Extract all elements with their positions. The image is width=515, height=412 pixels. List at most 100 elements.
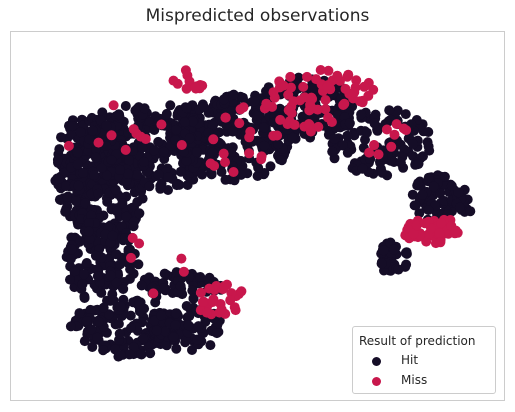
miss-point	[340, 83, 351, 94]
chart-title: Mispredicted observations	[145, 6, 370, 26]
miss-point	[343, 69, 354, 80]
hit-point	[65, 254, 76, 264]
miss-point	[176, 140, 187, 150]
hit-point	[117, 198, 128, 209]
hit-point	[171, 180, 182, 191]
hit-point	[81, 316, 92, 326]
hit-point	[113, 270, 124, 280]
miss-point	[269, 92, 280, 103]
hit-point	[413, 178, 424, 189]
hit-point	[66, 232, 77, 243]
hit-point	[274, 103, 285, 114]
hit-point	[62, 192, 73, 203]
hit-point	[417, 189, 428, 200]
hit-point	[428, 181, 439, 192]
hit-point	[384, 105, 395, 116]
hit-point	[120, 233, 130, 244]
hit-point	[410, 200, 421, 211]
miss-point	[93, 137, 104, 148]
hit-point	[376, 258, 387, 269]
hit-point	[342, 147, 353, 158]
hit-point	[446, 180, 457, 191]
miss-point	[140, 134, 151, 144]
hit-point	[228, 89, 239, 100]
hit-point	[195, 272, 206, 282]
hit-point	[423, 141, 434, 152]
hit-point	[115, 301, 126, 312]
miss-point	[148, 288, 159, 299]
hit-point	[54, 144, 65, 155]
hit-point	[52, 154, 63, 165]
miss-point	[261, 98, 272, 109]
miss-point	[320, 104, 331, 115]
hit-point	[252, 171, 263, 181]
hit-point	[184, 133, 195, 144]
hit-point	[193, 321, 204, 332]
hit-point	[168, 332, 179, 342]
miss-point	[181, 83, 192, 94]
hit-point	[108, 295, 119, 306]
hit-point	[327, 146, 338, 157]
miss-point	[238, 102, 249, 113]
miss-point	[338, 100, 349, 110]
hit-point	[171, 124, 182, 135]
hit-point	[439, 196, 450, 206]
hit-point	[125, 264, 136, 275]
hit-point	[61, 181, 71, 192]
hit-point	[171, 308, 182, 319]
hit-point	[308, 83, 319, 94]
miss-point	[285, 71, 296, 82]
hit-point	[170, 320, 181, 331]
hit-point	[192, 334, 203, 345]
hit-point	[93, 188, 104, 199]
hit-point	[130, 105, 141, 116]
hit-point	[136, 280, 147, 291]
hit-point	[83, 226, 94, 237]
miss-point	[364, 147, 375, 158]
hit-point	[465, 206, 476, 217]
hit-point	[84, 134, 95, 145]
hit-point	[337, 140, 348, 151]
hit-point	[207, 147, 218, 158]
legend-marker-miss	[372, 377, 381, 386]
hit-point	[74, 308, 85, 319]
miss-point	[373, 149, 384, 160]
hit-point	[454, 202, 465, 213]
hit-point	[161, 108, 172, 119]
miss-point	[369, 140, 380, 150]
miss-point	[275, 114, 286, 125]
hit-point	[160, 326, 170, 337]
hit-point	[111, 249, 122, 260]
hit-point	[249, 96, 260, 107]
legend-entry-miss: Miss	[372, 373, 427, 387]
hit-point	[79, 269, 89, 280]
hit-point	[118, 284, 129, 294]
miss-point	[229, 302, 240, 313]
hit-point	[258, 122, 269, 133]
hit-point	[107, 230, 118, 241]
hit-point	[98, 302, 109, 313]
miss-point	[435, 237, 446, 248]
hit-point	[115, 350, 126, 361]
hit-point	[67, 121, 78, 132]
hit-point	[83, 146, 94, 156]
hit-point	[408, 139, 419, 149]
hit-point	[75, 127, 86, 138]
hit-point	[80, 198, 91, 209]
hit-point	[400, 109, 411, 120]
hit-point	[77, 279, 88, 290]
miss-point	[313, 121, 324, 132]
miss-point	[208, 134, 219, 145]
miss-point	[216, 304, 227, 315]
hit-point	[395, 157, 406, 168]
hit-point	[158, 146, 169, 157]
hit-point	[158, 283, 169, 294]
hit-point	[184, 311, 195, 322]
hit-point	[187, 116, 198, 127]
miss-point	[234, 118, 245, 129]
miss-point	[306, 92, 317, 103]
hit-point	[65, 274, 75, 285]
miss-point	[204, 283, 215, 294]
miss-point	[401, 125, 412, 136]
